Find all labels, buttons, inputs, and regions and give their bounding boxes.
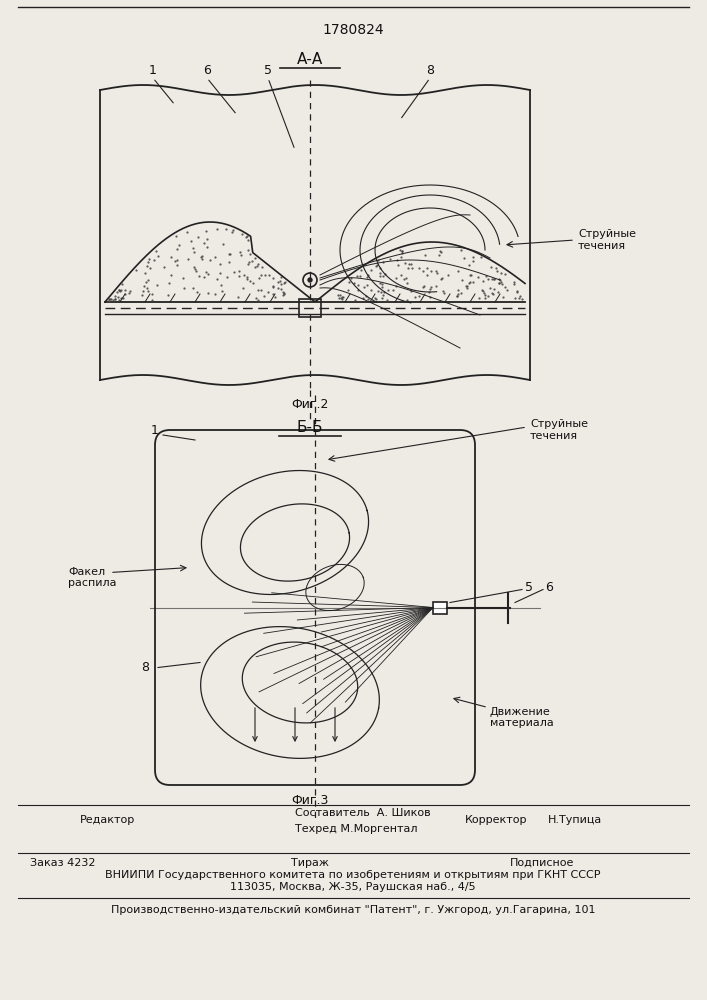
Text: Производственно-издательский комбинат "Патент", г. Ужгород, ул.Гагарина, 101: Производственно-издательский комбинат "П…	[111, 905, 595, 915]
Text: Н.Тупица: Н.Тупица	[548, 815, 602, 825]
Text: Заказ 4232: Заказ 4232	[30, 858, 95, 868]
Text: 1780824: 1780824	[322, 23, 384, 37]
Bar	[299, 299, 321, 317]
Text: ВНИИПИ Государственного комитета по изобретениям и открытиям при ГКНТ СССР: ВНИИПИ Государственного комитета по изоб…	[105, 870, 601, 880]
Text: Составитель  А. Шиков: Составитель А. Шиков	[295, 808, 431, 818]
Text: 113035, Москва, Ж-35, Раушская наб., 4/5: 113035, Москва, Ж-35, Раушская наб., 4/5	[230, 882, 476, 892]
Text: Струйные
течения: Струйные течения	[530, 419, 588, 441]
Text: 5: 5	[264, 64, 272, 77]
Text: 6: 6	[545, 581, 553, 594]
Text: Движение
материала: Движение материала	[490, 707, 554, 728]
Text: Подписное: Подписное	[510, 858, 574, 868]
Text: Струйные
течения: Струйные течения	[578, 229, 636, 251]
Text: Корректор: Корректор	[465, 815, 527, 825]
Text: Техред М.Моргентал: Техред М.Моргентал	[295, 824, 418, 834]
Text: 8: 8	[141, 661, 149, 674]
Text: 8: 8	[426, 64, 434, 77]
Text: Редактор: Редактор	[80, 815, 135, 825]
Text: 1: 1	[151, 424, 159, 436]
Circle shape	[308, 278, 312, 282]
Text: А-А: А-А	[297, 52, 323, 68]
Bar	[433, 601, 447, 613]
Text: Фиг.2: Фиг.2	[291, 398, 329, 412]
Text: 6: 6	[203, 64, 211, 77]
Text: 1: 1	[149, 64, 157, 77]
Text: Фиг.3: Фиг.3	[291, 794, 329, 806]
Text: Факел
распила: Факел распила	[68, 567, 117, 588]
Text: Тираж: Тираж	[291, 858, 329, 868]
Text: Б-Б: Б-Б	[297, 420, 323, 436]
Text: 5: 5	[525, 581, 533, 594]
